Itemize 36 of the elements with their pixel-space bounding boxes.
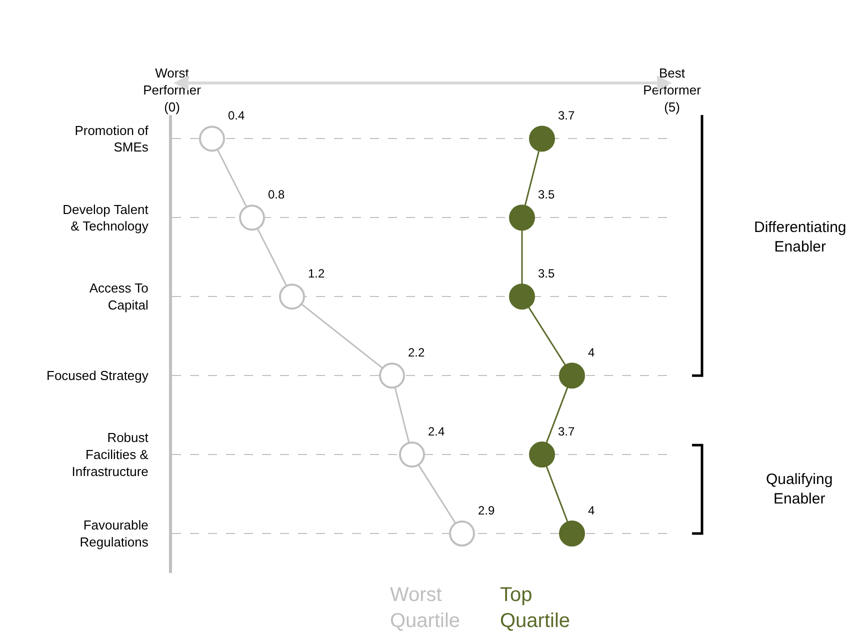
text: Differentiating Enabler <box>754 219 846 256</box>
point <box>199 126 225 152</box>
y-tick-label: Develop Talent & Technology <box>62 202 149 234</box>
y-tick-label: Access To Capital <box>89 280 149 313</box>
point <box>509 284 535 310</box>
series-label: Worst Quartile <box>390 584 460 632</box>
y-tick-label: Promotion of SMEs <box>74 122 149 155</box>
x-tick-label: Worst Performer (0) <box>143 66 202 114</box>
data-label: 2.4 <box>428 424 446 439</box>
point <box>449 520 475 547</box>
text: Qualifying Enabler <box>766 471 833 508</box>
point <box>279 284 305 310</box>
data-label: 3.5 <box>538 266 556 281</box>
data-label: 3.5 <box>538 188 556 202</box>
data-label: 2.2 <box>408 346 426 360</box>
data-label: 3.7 <box>558 108 576 123</box>
data-label: 4 <box>588 346 595 360</box>
y-tick-label: Focused Strategy <box>46 368 149 384</box>
data-label: 0.4 <box>228 108 246 123</box>
data-label: 0.8 <box>268 188 286 202</box>
point <box>509 204 535 231</box>
data-label: 1.2 <box>308 266 326 281</box>
point <box>559 520 585 547</box>
data-label: 2.9 <box>478 504 496 518</box>
point <box>399 442 425 468</box>
y-tick-label: Robust Facilities & Infrastructure <box>72 430 149 479</box>
series-label: Top Quartile <box>500 584 570 632</box>
point <box>559 362 585 389</box>
point <box>379 362 405 389</box>
y-tick-label: Favourable Regulations <box>80 518 149 550</box>
point <box>239 204 265 231</box>
x-tick-label: Best Performer (5) <box>643 66 702 114</box>
data-label: 3.7 <box>558 424 576 439</box>
point <box>529 126 555 152</box>
point <box>529 442 555 468</box>
data-label: 4 <box>588 504 595 518</box>
